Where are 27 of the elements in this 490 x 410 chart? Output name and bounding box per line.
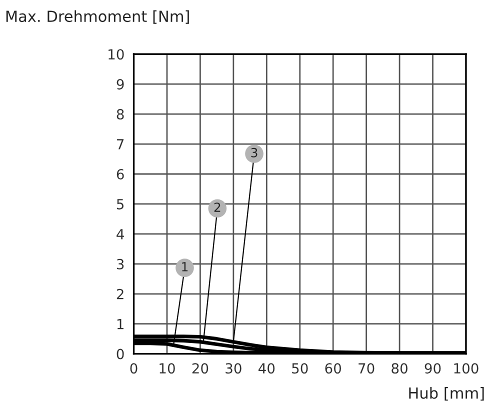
y-tick-label: 10 bbox=[108, 49, 124, 60]
y-tick-label: 9 bbox=[116, 79, 124, 90]
annotation: 3 bbox=[251, 148, 258, 158]
x-tick-label: 60 bbox=[325, 363, 342, 374]
annotation: 2 bbox=[214, 202, 220, 212]
y-tick-label: 1 bbox=[117, 319, 124, 330]
y-tick-label: 2 bbox=[116, 288, 124, 300]
x-axis-title: Hub [mm] bbox=[409, 387, 484, 401]
y-tick-label: 6 bbox=[116, 168, 124, 180]
x-tick-label: 50 bbox=[292, 363, 308, 374]
x-tick-label: 90 bbox=[424, 363, 441, 374]
y-tick-label: 0 bbox=[116, 348, 124, 360]
x-tick-label: 80 bbox=[392, 363, 408, 374]
x-tick-label: 10 bbox=[160, 363, 175, 374]
y-tick-label: 3 bbox=[116, 258, 124, 270]
x-tick-label: 100 bbox=[454, 363, 478, 374]
x-tick-label: 0 bbox=[130, 363, 138, 374]
x-tick-label: 70 bbox=[358, 363, 374, 374]
x-tick-label: 40 bbox=[258, 363, 275, 374]
annotation: 1 bbox=[182, 262, 188, 272]
y-axis-title: Max. Drehmoment [Nm] bbox=[6, 10, 189, 24]
x-tick-label: 20 bbox=[192, 363, 208, 374]
y-tick-label: 5 bbox=[116, 199, 124, 210]
x-tick-label: 30 bbox=[226, 363, 242, 374]
y-tick-label: 8 bbox=[116, 109, 124, 120]
y-tick-label: 7 bbox=[117, 139, 124, 150]
y-tick-label: 4 bbox=[116, 229, 124, 240]
